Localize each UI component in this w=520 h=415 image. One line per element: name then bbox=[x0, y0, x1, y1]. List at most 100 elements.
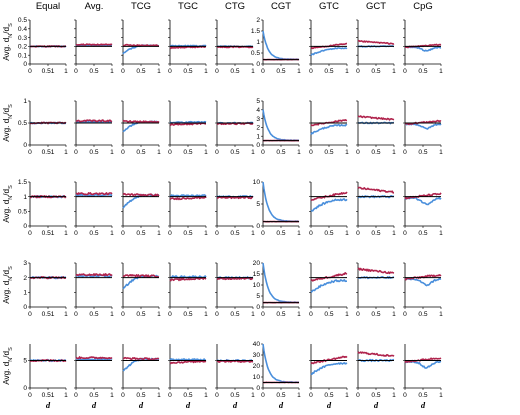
x-tick-label: 0.5 bbox=[230, 230, 239, 237]
red-series-line bbox=[310, 191, 348, 202]
y-tick-label: 5 bbox=[256, 98, 260, 105]
red-series-line bbox=[169, 276, 207, 282]
y-tick-label: 0 bbox=[256, 61, 260, 68]
y-tick-label: 3 bbox=[256, 116, 260, 123]
column-title-cgt: CGT bbox=[271, 1, 291, 12]
x-tick-label: 1 bbox=[204, 149, 208, 156]
y-tick-label: 1.5 bbox=[251, 28, 260, 35]
x-tick-label: 1 bbox=[110, 230, 114, 237]
y-tick-label: 3 bbox=[23, 260, 27, 267]
x-tick-label: 0 bbox=[74, 392, 78, 399]
blue-series-line bbox=[404, 277, 442, 287]
panel-r1-cgt: 0 0.5 1 1.5 2 0 0.5 1 bbox=[251, 17, 301, 75]
x-tick-label: 0 bbox=[261, 392, 265, 399]
panel-r5-tcg: 0 0.5 1 bbox=[121, 344, 161, 399]
blue-series-line bbox=[310, 47, 348, 57]
x-tick-label: 1 bbox=[345, 392, 349, 399]
y-tick-label: 1 bbox=[23, 194, 27, 201]
x-tick-label: 0 bbox=[121, 68, 125, 75]
panel-r3-cpg: 0 0.5 1 bbox=[403, 181, 443, 237]
x-tick-label: 0 bbox=[261, 230, 265, 237]
x-tick-label: 0.5 bbox=[136, 392, 145, 399]
x-tick-label: 0.5 bbox=[136, 68, 145, 75]
x-tick-label: 0 bbox=[356, 149, 360, 156]
x-tick-label: 0.51 bbox=[42, 68, 55, 75]
x-tick-label: 0 bbox=[261, 149, 265, 156]
x-tick-label: 0 bbox=[215, 230, 219, 237]
x-tick-label: 1 bbox=[392, 311, 396, 318]
x-tick-label: 0.51 bbox=[42, 149, 55, 156]
red-series-line bbox=[310, 119, 348, 127]
y-tick-label: 0 bbox=[256, 304, 260, 311]
y-tick-label: 40 bbox=[253, 341, 261, 348]
x-tick-label: 0 bbox=[261, 311, 265, 318]
x-tick-label: 0.5 bbox=[371, 68, 380, 75]
y-tick-label: 0.5 bbox=[18, 209, 27, 216]
red-series-line bbox=[310, 355, 348, 365]
panel-r1-gct: 0 0.5 1 bbox=[356, 19, 396, 75]
x-tick-label: 0.51 bbox=[42, 230, 55, 237]
x-tick-label: 1 bbox=[345, 68, 349, 75]
x-tick-label: 1 bbox=[251, 230, 255, 237]
x-tick-label: 0.5 bbox=[89, 68, 98, 75]
x-tick-label: 0 bbox=[403, 311, 407, 318]
x-tick-label: 1 bbox=[392, 149, 396, 156]
y-tick-label: 0.5 bbox=[251, 50, 260, 57]
row-y-labels: Avg. dN/dS Avg. dN/dS Avg. dN/dS Avg. dN/dS… bbox=[2, 23, 14, 385]
x-tick-label: 1 bbox=[110, 392, 114, 399]
x-tick-label: 0 bbox=[403, 230, 407, 237]
y-tick-label: 0 bbox=[23, 142, 27, 149]
column-title-avg: Avg. bbox=[85, 1, 104, 12]
y-tick-label: 10 bbox=[253, 282, 261, 289]
x-tick-label: 0 bbox=[168, 68, 172, 75]
x-tick-label: 0.5 bbox=[418, 149, 427, 156]
panel-r1-equal: 0 0.10.2 0.3 0.4 0.5 0 0.51 1 bbox=[18, 17, 68, 75]
x-tick-label: 1 bbox=[251, 68, 255, 75]
x-axis-label: d bbox=[139, 400, 144, 410]
blue-series-line bbox=[75, 274, 113, 278]
x-tick-label: 0.5 bbox=[183, 230, 192, 237]
row-y-axis-label: Avg. dN/dS bbox=[2, 347, 14, 385]
red-series-line bbox=[122, 192, 160, 197]
y-tick-label: 5 bbox=[256, 293, 260, 300]
x-axis-label: d bbox=[233, 400, 238, 410]
x-tick-label: 1 bbox=[157, 230, 161, 237]
x-tick-label: 0 bbox=[403, 392, 407, 399]
y-tick-label: 0.4 bbox=[18, 26, 27, 33]
x-tick-label: 0.5 bbox=[89, 392, 98, 399]
red-series-line bbox=[122, 119, 160, 124]
panel-r1-tcg: 0 0.5 1 bbox=[121, 19, 161, 75]
panel-grid: 00.10.20.30.40.50 0.51 1 0 0.5 1 0 0.5 1 0 0.5 1 0 0.… bbox=[18, 17, 443, 399]
panel-r5-gct: 0 0.5 1 bbox=[356, 344, 396, 399]
panel-r4-avg: 0 0.5 1 bbox=[74, 262, 114, 318]
y-tick-label: 2 bbox=[23, 275, 27, 282]
blue-series-line bbox=[262, 262, 300, 304]
x-tick-label: 0.5 bbox=[276, 311, 285, 318]
x-tick-label: 0.51 bbox=[42, 311, 55, 318]
y-tick-label: 0 bbox=[256, 223, 260, 230]
x-tick-label: 0.5 bbox=[230, 392, 239, 399]
red-series-line bbox=[169, 359, 207, 365]
x-tick-label: 1 bbox=[157, 392, 161, 399]
x-tick-label: 0 bbox=[28, 392, 32, 399]
panel-r2-gtc: 0 0.5 1 bbox=[309, 100, 349, 156]
x-tick-label: 1 bbox=[204, 311, 208, 318]
x-tick-label: 0 bbox=[215, 311, 219, 318]
x-tick-label: 0.5 bbox=[371, 149, 380, 156]
x-tick-label: 1 bbox=[157, 149, 161, 156]
x-tick-label: 0.5 bbox=[183, 68, 192, 75]
x-tick-label: 0 bbox=[74, 311, 78, 318]
x-tick-label: 0 bbox=[215, 68, 219, 75]
panel-r5-gtc: 0 0.5 1 bbox=[309, 344, 349, 399]
red-series-line bbox=[404, 192, 442, 200]
y-tick-label: 10 bbox=[253, 179, 261, 186]
panel-r2-avg: 0 0.5 1 bbox=[74, 100, 114, 156]
x-tick-label: 0 bbox=[261, 68, 265, 75]
panel-r2-gct: 0 0.5 1 bbox=[356, 100, 396, 156]
x-tick-label: 0 bbox=[74, 68, 78, 75]
panel-r4-tgc: 0 0.5 1 bbox=[168, 262, 208, 318]
y-tick-label: 10 bbox=[253, 374, 261, 381]
y-tick-label: 2 bbox=[256, 125, 260, 132]
